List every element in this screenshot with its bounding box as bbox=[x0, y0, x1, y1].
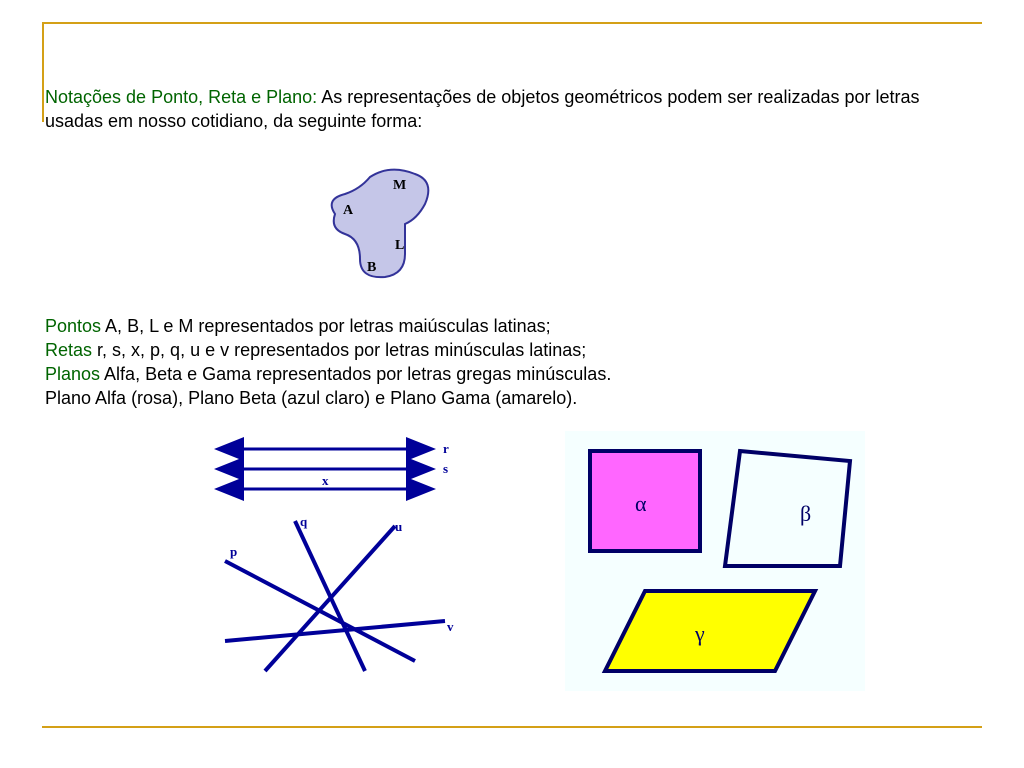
planos-label: Planos bbox=[45, 364, 100, 384]
point-label-B: B bbox=[367, 260, 376, 275]
reta-label-q: q bbox=[300, 514, 308, 529]
plane-label-beta: β bbox=[800, 501, 811, 526]
point-label-L: L bbox=[395, 238, 404, 253]
points-blob bbox=[332, 169, 429, 277]
frame-top-rule bbox=[42, 22, 982, 24]
point-label-A: A bbox=[343, 203, 354, 218]
retas-text: r, s, x, p, q, u e v representados por l… bbox=[92, 340, 586, 360]
intro-paragraph: Notações de Ponto, Reta e Plano: As repr… bbox=[45, 85, 979, 134]
frame-left-rule bbox=[42, 22, 44, 122]
planes-figure: α β γ bbox=[565, 431, 865, 691]
plane-gama bbox=[605, 591, 815, 671]
reta-label-x: x bbox=[322, 473, 329, 488]
line-retas: Retas r, s, x, p, q, u e v representados… bbox=[45, 338, 979, 362]
plane-label-alpha: α bbox=[635, 491, 647, 516]
reta-label-v: v bbox=[447, 619, 454, 634]
points-figure: A M L B bbox=[305, 159, 979, 294]
line-pontos: Pontos A, B, L e M representados por let… bbox=[45, 314, 979, 338]
plane-beta bbox=[725, 451, 850, 566]
planos-text: Alfa, Beta e Gama representados por letr… bbox=[100, 364, 611, 384]
line-plano-desc: Plano Alfa (rosa), Plano Beta (azul clar… bbox=[45, 386, 979, 410]
reta-v bbox=[225, 621, 445, 641]
reta-label-u: u bbox=[395, 519, 402, 534]
plane-label-gama: γ bbox=[694, 621, 705, 646]
reta-label-p: p bbox=[230, 544, 237, 559]
pontos-text: A, B, L e M representados por letras mai… bbox=[101, 316, 551, 336]
reta-label-s: s bbox=[443, 461, 448, 476]
body-text-block: Pontos A, B, L e M representados por let… bbox=[45, 314, 979, 411]
pontos-label: Pontos bbox=[45, 316, 101, 336]
intro-heading: Notações de Ponto, Reta e Plano: bbox=[45, 87, 317, 107]
retas-figure: r s x p q u v bbox=[195, 431, 485, 691]
slide-content: Notações de Ponto, Reta e Plano: As repr… bbox=[45, 85, 979, 691]
figures-row: r s x p q u v α β γ bbox=[45, 431, 979, 691]
reta-label-r: r bbox=[443, 441, 449, 456]
point-label-M: M bbox=[393, 178, 406, 193]
reta-u bbox=[265, 526, 395, 671]
line-planos: Planos Alfa, Beta e Gama representados p… bbox=[45, 362, 979, 386]
frame-bottom-rule bbox=[42, 726, 982, 728]
retas-label: Retas bbox=[45, 340, 92, 360]
